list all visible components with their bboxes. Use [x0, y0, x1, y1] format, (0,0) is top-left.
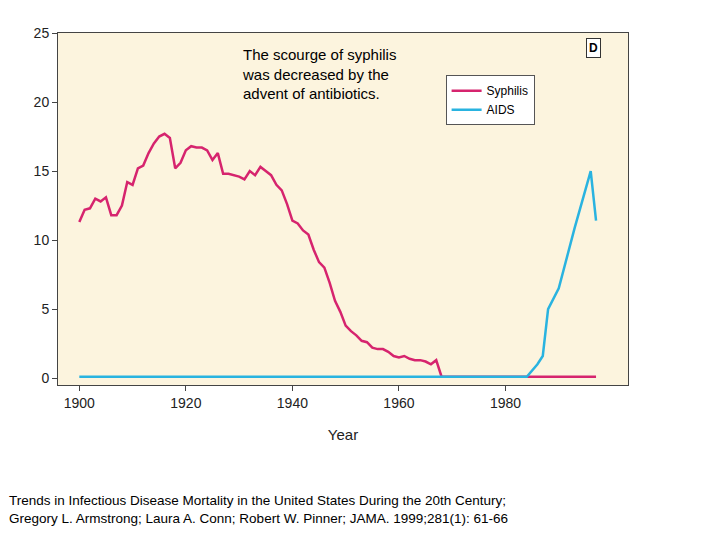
- svg-text:0: 0: [41, 370, 49, 386]
- svg-text:Syphilis: Syphilis: [487, 84, 528, 98]
- svg-text:1920: 1920: [170, 395, 201, 411]
- svg-text:25: 25: [34, 25, 50, 41]
- svg-text:D: D: [589, 41, 598, 55]
- svg-text:Trends in Infectious Disease M: Trends in Infectious Disease Mortality i…: [9, 493, 508, 526]
- svg-text:5: 5: [41, 301, 49, 317]
- svg-text:The scourge of syphiliswas dec: The scourge of syphiliswas decreased by …: [242, 46, 396, 102]
- svg-text:1940: 1940: [277, 395, 308, 411]
- svg-text:Year: Year: [328, 426, 358, 443]
- svg-text:1960: 1960: [383, 395, 414, 411]
- svg-text:10: 10: [34, 232, 50, 248]
- svg-text:AIDS: AIDS: [487, 103, 515, 117]
- svg-text:15: 15: [34, 163, 50, 179]
- svg-text:20: 20: [34, 94, 50, 110]
- svg-text:1900: 1900: [64, 395, 95, 411]
- svg-text:1980: 1980: [490, 395, 521, 411]
